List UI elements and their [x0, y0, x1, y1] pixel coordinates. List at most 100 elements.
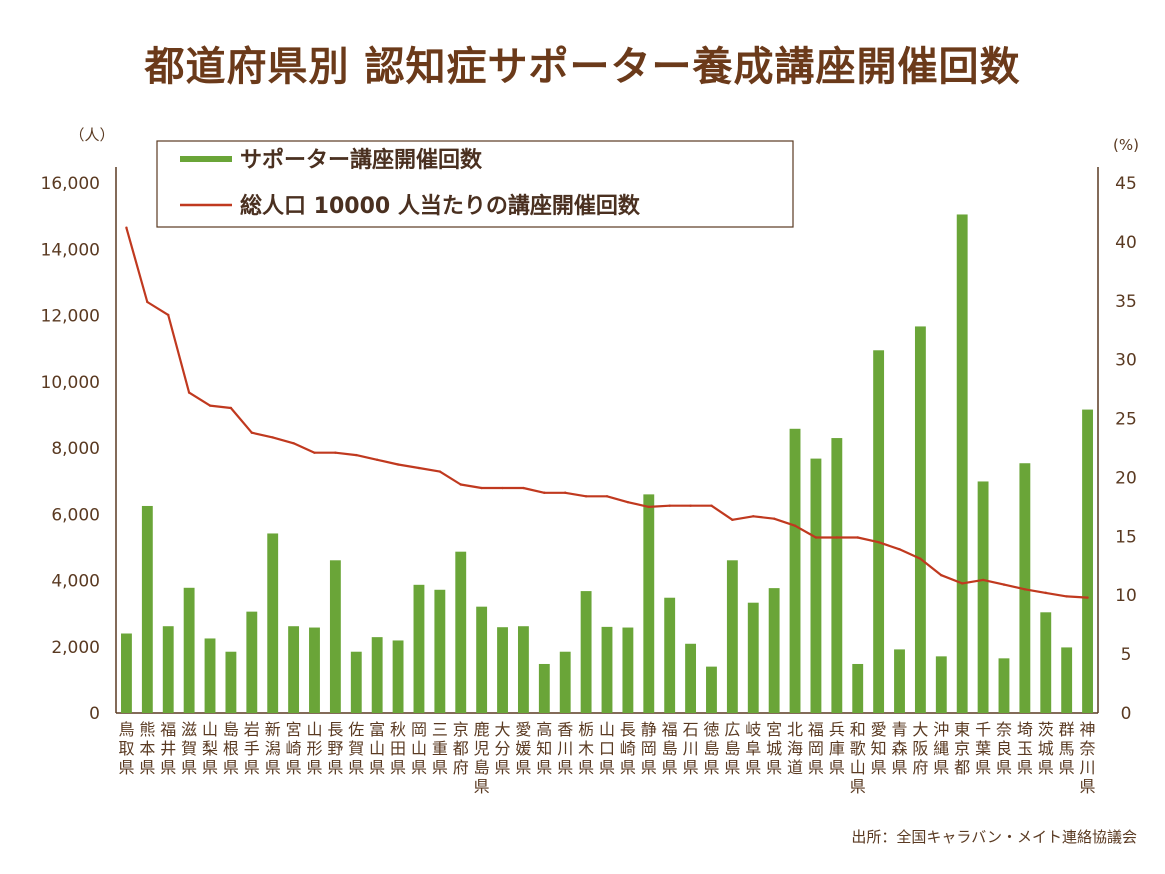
- category-label: 石川県: [683, 720, 699, 777]
- svg-text:県: 県: [432, 758, 448, 777]
- svg-text:城: 城: [1038, 739, 1054, 758]
- svg-text:崎: 崎: [620, 739, 636, 758]
- line-point: [752, 515, 755, 518]
- svg-text:兵: 兵: [829, 720, 845, 739]
- left-tick-label: 6,000: [51, 505, 100, 525]
- left-tick-label: 12,000: [41, 307, 100, 327]
- line-point: [417, 466, 421, 470]
- svg-text:城: 城: [766, 739, 782, 758]
- category-label: 岐阜県: [745, 720, 761, 777]
- line-point: [355, 453, 358, 457]
- svg-text:島: 島: [474, 758, 490, 777]
- right-tick-label: 0: [1121, 704, 1132, 724]
- bar: [141, 505, 153, 713]
- line-point: [146, 300, 149, 304]
- bar: [726, 560, 738, 713]
- category-label: 静岡県: [641, 720, 657, 777]
- svg-text:馬: 馬: [1059, 739, 1075, 758]
- line-point: [919, 557, 922, 560]
- line-point: [856, 536, 859, 539]
- category-label: 高知県: [536, 720, 552, 777]
- right-tick-label: 30: [1115, 351, 1137, 371]
- svg-text:川: 川: [557, 739, 573, 758]
- svg-text:木: 木: [578, 739, 594, 758]
- bar: [935, 656, 947, 713]
- line-point: [584, 495, 588, 498]
- category-label: 宮崎県: [286, 720, 302, 777]
- line-point: [793, 524, 797, 527]
- svg-text:川: 川: [1080, 758, 1096, 777]
- svg-text:県: 県: [745, 758, 761, 777]
- svg-text:山: 山: [202, 720, 218, 739]
- svg-text:都: 都: [453, 739, 469, 758]
- category-label: 茨城県: [1038, 720, 1054, 777]
- category-label: 宮城県: [766, 720, 782, 777]
- svg-text:県: 県: [244, 758, 260, 777]
- svg-text:島: 島: [662, 739, 678, 758]
- line-point: [1065, 595, 1068, 598]
- left-tick-label: 10,000: [41, 373, 100, 393]
- svg-text:滋: 滋: [181, 720, 197, 739]
- svg-text:山: 山: [599, 720, 615, 739]
- category-label: 千葉県: [975, 720, 991, 777]
- bar: [956, 214, 968, 713]
- svg-text:山: 山: [369, 739, 385, 758]
- svg-text:北: 北: [787, 720, 803, 739]
- line-point: [167, 313, 170, 317]
- left-tick-label: 0: [89, 704, 100, 724]
- category-label: 京都府: [453, 720, 469, 777]
- svg-text:長: 長: [327, 720, 343, 739]
- legend-box: [156, 140, 794, 228]
- svg-text:奈: 奈: [996, 720, 1012, 739]
- category-label: 鳥取県: [118, 720, 134, 777]
- line-point: [689, 504, 692, 507]
- bar: [580, 591, 592, 713]
- line-point: [605, 495, 609, 498]
- legend-bar-label: サポーター講座開催回数: [240, 147, 483, 173]
- svg-text:青: 青: [892, 720, 908, 739]
- svg-text:県: 県: [118, 758, 134, 777]
- bar: [622, 627, 634, 713]
- svg-text:歌: 歌: [850, 739, 866, 758]
- category-label: 富山県: [369, 720, 385, 777]
- svg-text:群: 群: [1059, 720, 1075, 739]
- category-label: 栃木県: [578, 720, 594, 777]
- svg-text:児: 児: [474, 739, 490, 758]
- svg-text:県: 県: [766, 758, 782, 777]
- bar: [664, 597, 676, 713]
- bar: [246, 611, 258, 713]
- category-label: 滋賀県: [181, 720, 197, 777]
- category-label: 愛知県: [871, 720, 887, 777]
- svg-text:手: 手: [244, 739, 260, 758]
- bar: [434, 589, 446, 713]
- bar: [455, 551, 467, 713]
- svg-text:岡: 岡: [641, 739, 657, 758]
- category-label: 熊本県: [139, 720, 155, 777]
- svg-text:山: 山: [411, 739, 427, 758]
- bar: [768, 588, 780, 713]
- svg-text:岩: 岩: [244, 720, 260, 739]
- line-point: [835, 536, 839, 539]
- svg-text:阪: 阪: [912, 739, 928, 758]
- line-point: [313, 451, 316, 454]
- line-point: [480, 486, 483, 490]
- svg-text:福: 福: [160, 720, 176, 739]
- svg-text:賀: 賀: [181, 739, 197, 758]
- svg-text:秋: 秋: [390, 720, 406, 739]
- svg-text:潟: 潟: [265, 739, 281, 758]
- svg-text:県: 県: [892, 758, 908, 777]
- svg-text:県: 県: [808, 758, 824, 777]
- svg-text:県: 県: [850, 777, 866, 796]
- bar: [162, 626, 174, 713]
- bar: [392, 640, 404, 713]
- svg-text:県: 県: [411, 758, 427, 777]
- svg-text:形: 形: [306, 739, 322, 758]
- svg-text:田: 田: [390, 739, 406, 758]
- svg-text:県: 県: [1080, 777, 1096, 796]
- svg-text:県: 県: [306, 758, 322, 777]
- svg-text:県: 県: [495, 758, 511, 777]
- line-point: [229, 406, 233, 410]
- svg-text:富: 富: [369, 720, 385, 739]
